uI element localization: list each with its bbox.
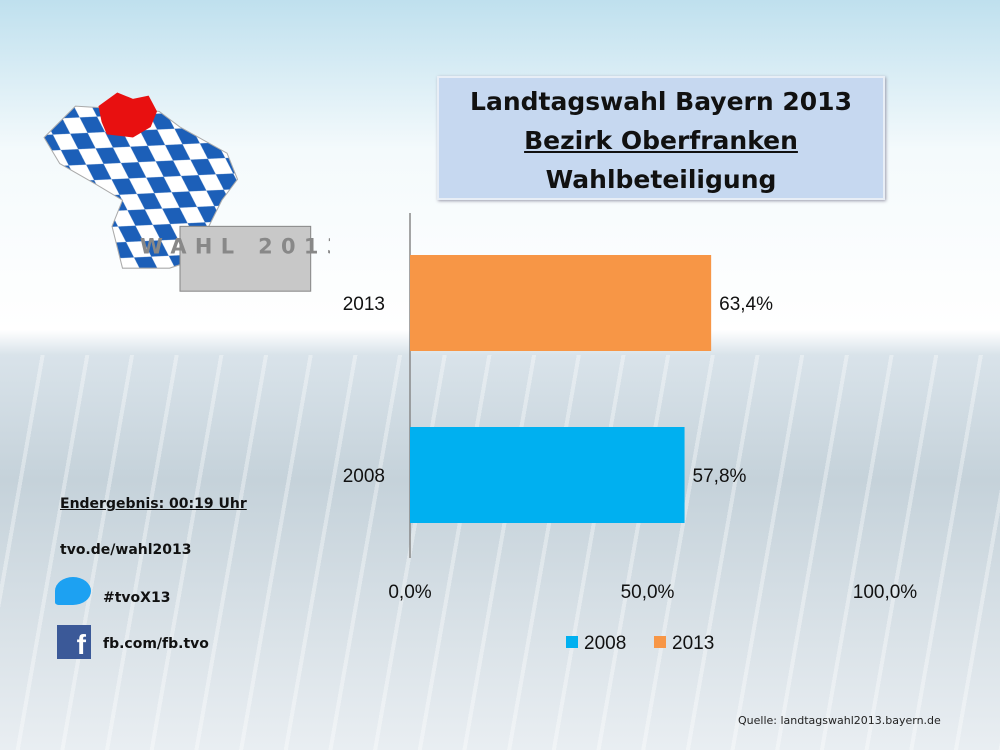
title-line2: Bezirk Oberfranken	[524, 126, 798, 155]
bar-2013	[410, 255, 712, 351]
x-tick-label: 0,0%	[388, 582, 431, 603]
bar-2008	[410, 427, 685, 523]
source-note: Quelle: landtagswahl2013.bayern.de	[738, 714, 941, 727]
category-label: 2008	[343, 466, 385, 487]
x-tick-label: 100,0%	[853, 582, 918, 603]
legend-label: 2008	[584, 633, 626, 654]
final-result-label: Endergebnis: 00:19 Uhr	[60, 496, 247, 512]
title-line3: Wahlbeteiligung	[545, 165, 777, 194]
wahl-2013-cubes: WAHL 2013	[140, 225, 330, 292]
legend-swatch-2013	[654, 636, 666, 648]
svg-text:WAHL 2013: WAHL 2013	[140, 235, 330, 259]
legend-swatch-2008	[566, 636, 578, 648]
x-tick-label: 50,0%	[621, 582, 675, 603]
title-box: Landtagswahl Bayern 2013 Bezirk Oberfran…	[437, 76, 885, 200]
oberfranken-region	[98, 92, 157, 138]
twitter-handle[interactable]: #tvoX13	[103, 590, 171, 606]
website-link[interactable]: tvo.de/wahl2013	[60, 542, 192, 558]
value-label: 57,8%	[693, 466, 747, 487]
title-line1: Landtagswahl Bayern 2013	[470, 87, 852, 116]
facebook-link[interactable]: fb.com/fb.tvo	[103, 636, 209, 652]
background-floor	[0, 355, 1000, 750]
value-label: 63,4%	[719, 294, 773, 315]
legend-label: 2013	[672, 633, 714, 654]
facebook-icon: f	[57, 625, 91, 660]
category-label: 2013	[343, 294, 385, 315]
bavaria-logo: WAHL 2013	[43, 92, 330, 292]
twitter-icon	[55, 577, 91, 605]
